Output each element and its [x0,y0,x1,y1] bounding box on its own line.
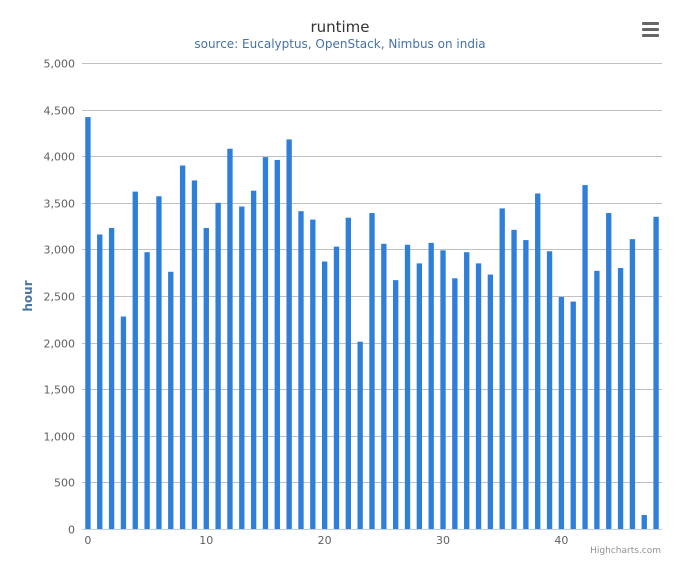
bar[interactable] [262,157,269,529]
x-tick-label: 30 [436,534,450,547]
credits-link[interactable]: Highcharts.com [590,546,661,556]
bar[interactable] [357,341,363,529]
bar[interactable] [558,296,565,529]
bar[interactable] [345,217,351,529]
bar[interactable] [641,515,647,529]
bar[interactable] [250,190,257,529]
bar[interactable] [629,239,636,529]
y-tick-label: 4,500 [44,105,76,118]
bar[interactable] [321,261,328,529]
y-tick-label: 3,000 [44,244,76,257]
bar[interactable] [286,139,292,530]
bar[interactable] [428,242,434,529]
bar[interactable] [310,219,316,529]
bar[interactable] [617,268,624,529]
bar[interactable] [464,252,470,529]
bar[interactable] [274,159,280,529]
bar[interactable] [168,271,174,529]
bar[interactable] [523,240,529,529]
bar[interactable] [215,202,221,530]
y-tick-label: 1,500 [44,384,76,397]
bar[interactable] [227,148,233,530]
bar[interactable] [191,180,198,529]
bar[interactable] [535,193,541,530]
bar[interactable] [85,117,91,529]
x-axis-ticks: 0 10 20 30 40 [84,534,568,547]
bar[interactable] [120,316,127,530]
chart-subtitle: source: Eucalyptus, OpenStack, Nimbus on… [194,37,485,51]
bar[interactable] [381,243,387,529]
x-tick-label: 10 [199,534,213,547]
y-tick-label: 2,000 [44,338,76,351]
y-tick-label: 5,000 [44,58,76,71]
bar[interactable] [108,227,115,529]
bar[interactable] [582,185,588,529]
x-tick-label: 20 [318,534,332,547]
bar[interactable] [239,206,245,529]
y-tick-label: 500 [54,477,75,490]
bar[interactable] [298,211,304,529]
y-tick-label: 4,000 [44,151,76,164]
bar[interactable] [499,208,505,529]
bar[interactable] [606,213,612,530]
y-tick-label: 1,000 [44,431,76,444]
bar[interactable] [393,280,399,529]
bar[interactable] [144,252,150,529]
y-axis-ticks: 0 500 1,000 1,500 2,000 2,500 3,000 3,500 4,000 4… [44,58,76,537]
bar[interactable] [546,251,553,529]
x-tick-label: 0 [84,534,91,547]
bar[interactable] [416,263,423,529]
bar[interactable] [452,278,458,529]
chart-title: runtime [310,18,369,36]
bar[interactable] [333,246,340,529]
bar[interactable] [97,234,103,530]
bar[interactable] [203,227,209,529]
bar[interactable] [132,191,138,529]
y-tick-label: 0 [68,524,75,537]
bar[interactable] [369,213,375,530]
bar[interactable] [653,216,659,529]
bar[interactable] [570,301,576,529]
x-tick-label: 40 [554,534,568,547]
bar[interactable] [404,244,411,530]
bar[interactable] [487,274,494,529]
bar[interactable] [594,270,600,529]
bar[interactable] [440,250,446,529]
bar[interactable] [475,263,482,529]
hamburger-menu-icon[interactable] [636,16,666,42]
bar[interactable] [179,165,186,529]
bar[interactable] [511,229,517,529]
bar[interactable] [156,196,162,529]
bar-series [85,117,659,530]
y-tick-label: 2,500 [44,291,76,304]
y-tick-label: 3,500 [44,198,76,211]
y-axis-label: hour [21,280,35,311]
